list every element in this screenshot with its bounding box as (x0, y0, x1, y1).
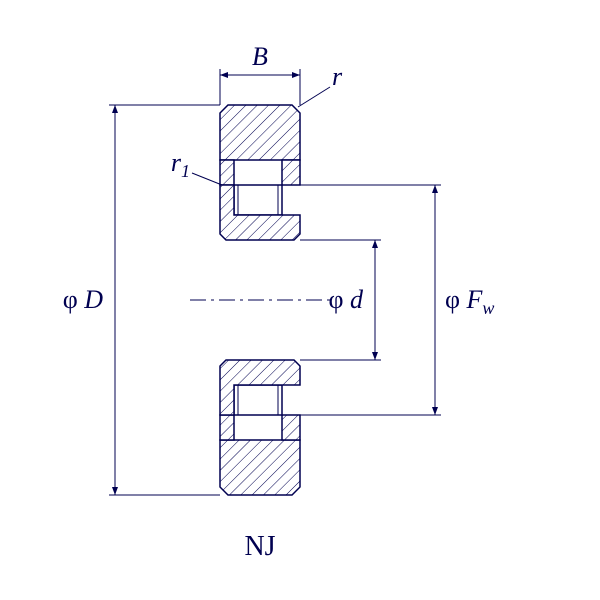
label-B: B (252, 42, 268, 71)
bearing-diagram: Br r1 φ D φ d φ Fw NJ (0, 0, 600, 600)
outer-ring (220, 105, 300, 160)
outer-ring-rib (220, 415, 234, 440)
outer-ring-rib (282, 415, 300, 440)
cross-section (190, 105, 330, 495)
label-D: φ D (63, 285, 104, 314)
label-d: φ d (328, 285, 364, 314)
outer-ring (220, 440, 300, 495)
leader-r (298, 87, 330, 107)
label-r1: r1 (171, 148, 190, 181)
roller (234, 185, 282, 215)
label-r: r (332, 62, 343, 91)
type-label: NJ (244, 531, 275, 562)
outer-ring-rib (220, 160, 234, 185)
leader-r1 (192, 173, 222, 185)
outer-ring-rib (282, 160, 300, 185)
label-Fw: φ Fw (445, 285, 494, 318)
roller (234, 385, 282, 415)
